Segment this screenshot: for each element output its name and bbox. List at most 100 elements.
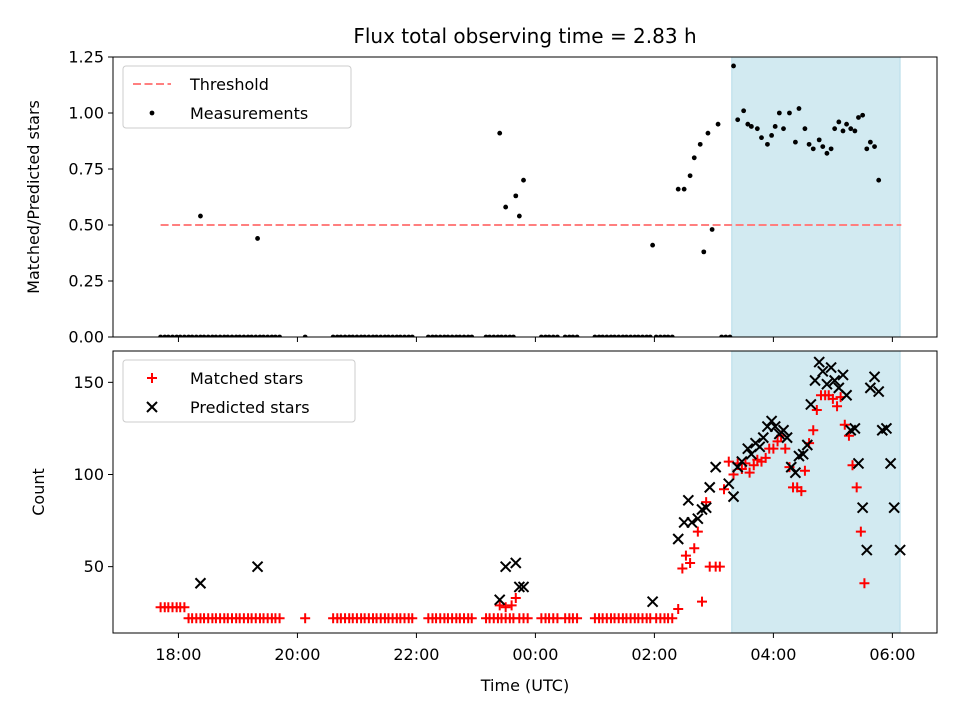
measurements-point [409, 334, 415, 337]
measurements-point [499, 334, 504, 337]
y-axis-label-count: Count [29, 468, 48, 516]
measurements-point [174, 334, 180, 337]
measurements-point [620, 334, 626, 337]
measurements-point [445, 334, 451, 337]
measurements-point [632, 334, 638, 337]
measurements-point [888, 0, 893, 2]
measurements-point [705, 130, 711, 136]
count-panel: 50 100 150 18:00 20:00 22:00 00:00 02:00 04:00 06… [73, 350, 938, 664]
measurements-point [612, 334, 617, 337]
measurements-point [566, 334, 572, 337]
measurements-point [350, 334, 356, 337]
matched-stars-point [522, 613, 533, 624]
predicted-stars-point [868, 371, 881, 383]
x-tick-label: 18:00 [155, 645, 201, 664]
predicted-stars-point [884, 457, 897, 470]
measurements-point [616, 334, 622, 337]
measurements-point [628, 334, 634, 337]
chart-title: Flux total observing time = 2.83 h [353, 24, 696, 48]
measurements-point [719, 334, 725, 337]
measurements-point [201, 334, 207, 337]
matched-stars-point [780, 443, 791, 454]
measurements-point [378, 334, 384, 337]
measurements-point [237, 334, 243, 337]
measurements-point [346, 334, 352, 337]
legend-label: Matched stars [190, 369, 303, 388]
predicted-stars-point [821, 378, 833, 390]
predicted-stars-point [840, 389, 853, 401]
legend-counts: Matched stars Predicted stars [122, 359, 356, 423]
measurements-point [640, 334, 645, 337]
measurements-point [265, 334, 271, 337]
measurements-point [570, 334, 576, 337]
measurements-point [277, 334, 282, 337]
measurements-point [681, 186, 687, 192]
observing-window-shade [731, 56, 901, 338]
matched-stars-point [685, 557, 696, 568]
measurements-point [880, 0, 885, 2]
predicted-stars-point [888, 501, 900, 514]
predicted-stars-point [769, 420, 781, 433]
predicted-stars-point [510, 557, 522, 569]
measurements-point [687, 173, 693, 179]
measurements-point [604, 334, 610, 337]
measurements-point [608, 334, 614, 337]
predicted-stars-point [825, 361, 837, 374]
measurements-point [562, 334, 568, 337]
predicted-stars-point [856, 501, 869, 514]
matched-stars-point [744, 467, 755, 478]
measurements-point [513, 193, 519, 199]
measurements-point [213, 334, 219, 337]
y-tick-label: 150 [73, 373, 104, 392]
measurements-point [781, 126, 786, 132]
measurements-point [772, 124, 778, 129]
measurements-point [358, 334, 364, 337]
measurements-point [342, 334, 348, 337]
x-tick-label: 04:00 [750, 645, 796, 664]
measurements-point [754, 126, 760, 132]
axes-frame [112, 56, 938, 338]
measurements-point [386, 334, 391, 337]
y-tick-label: 0.50 [68, 216, 104, 235]
measurements-point [546, 334, 552, 337]
measurements-point [860, 112, 866, 118]
measurements-point [394, 334, 400, 337]
measurements-point [189, 334, 195, 337]
legend-predicted-stars-swatch [146, 401, 158, 413]
predicted-stars-point [801, 439, 814, 451]
matched-stars-point [760, 452, 771, 463]
y-tick-label: 100 [73, 465, 104, 484]
measurements-point [257, 334, 263, 337]
matched-stars-point [827, 393, 838, 404]
matched-stars-point [851, 482, 862, 493]
measurements-point [769, 133, 775, 138]
matched-stars-point [494, 600, 505, 611]
matched-stars-point [859, 578, 870, 589]
measurements-point [249, 334, 255, 337]
measurements-point [441, 334, 447, 337]
measurements-point [644, 334, 650, 337]
measurements-point [503, 204, 509, 210]
matched-stars-point [855, 526, 866, 537]
predicted-stars-point [513, 581, 526, 593]
predicted-stars-point [736, 455, 748, 468]
y-tick-label: 1.25 [68, 48, 104, 67]
measurements-point [162, 334, 168, 337]
measurements-point [177, 334, 183, 337]
predicted-stars-point [704, 481, 716, 494]
measurements-point [624, 334, 629, 337]
y-tick-label: 0.25 [68, 272, 104, 291]
data-markers-ratio [158, 0, 893, 337]
measurements-point [516, 213, 522, 219]
measurements-point [665, 334, 671, 337]
y-axis-label-ratio: Matched/Predicted stars [24, 100, 43, 294]
predicted-stars-point [727, 490, 740, 503]
measurements-point [592, 334, 598, 337]
measurements-point [872, 144, 877, 150]
measurements-point [302, 334, 308, 337]
measurements-point [635, 334, 641, 337]
measurements-point [802, 126, 808, 132]
measurements-point [810, 146, 816, 152]
measurements-point [538, 334, 544, 337]
